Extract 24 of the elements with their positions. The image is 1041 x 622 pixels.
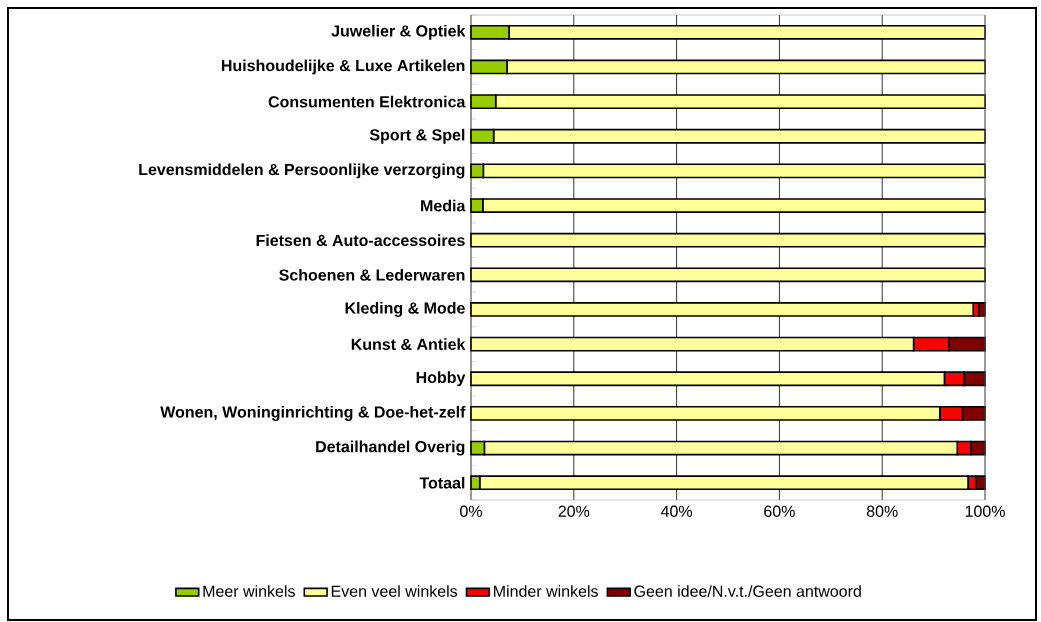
y-tick-label: Kunst & Antiek — [351, 338, 466, 350]
y-tick-label: Totaal — [419, 476, 465, 489]
y-tick-label: Detailhandel Overig — [316, 440, 465, 456]
y-tick-label: Schoenen & Lederwaren — [279, 268, 465, 281]
x-tick-label: 80% — [866, 505, 898, 517]
y-tick-label: Juwelier & Optiek — [331, 24, 466, 40]
y-tick-label: Hobby — [416, 371, 466, 387]
y-tick-label: Sport & Spel — [369, 128, 465, 144]
x-tick-label: 0% — [460, 505, 482, 517]
legend-label: Minder winkels — [494, 585, 598, 597]
x-tick-label: 100% — [965, 505, 1005, 517]
y-tick-label: Fietsen & Auto-accessoires — [256, 234, 465, 247]
y-tick-label: Kleding & Mode — [345, 301, 465, 317]
y-tick-label: Consumenten Elektronica — [268, 95, 466, 108]
y-tick-label: Wonen, Woninginrichting & Doe-het-zelf — [160, 405, 466, 421]
x-tick-label: 40% — [660, 505, 693, 517]
legend-label: Geen idee/N.v.t./Geen antwoord — [634, 585, 861, 597]
y-tick-label: Huishoudelijke & Luxe Artikelen — [221, 59, 465, 75]
legend-label: Even veel winkels — [331, 585, 458, 597]
legend-label: Meer winkels — [203, 585, 295, 597]
y-tick-label: Levensmiddelen & Persoonlijke verzorging — [139, 163, 465, 179]
x-tick-label: 60% — [764, 505, 795, 517]
x-tick-label: 20% — [558, 505, 590, 517]
y-tick-label: Media — [421, 199, 466, 212]
